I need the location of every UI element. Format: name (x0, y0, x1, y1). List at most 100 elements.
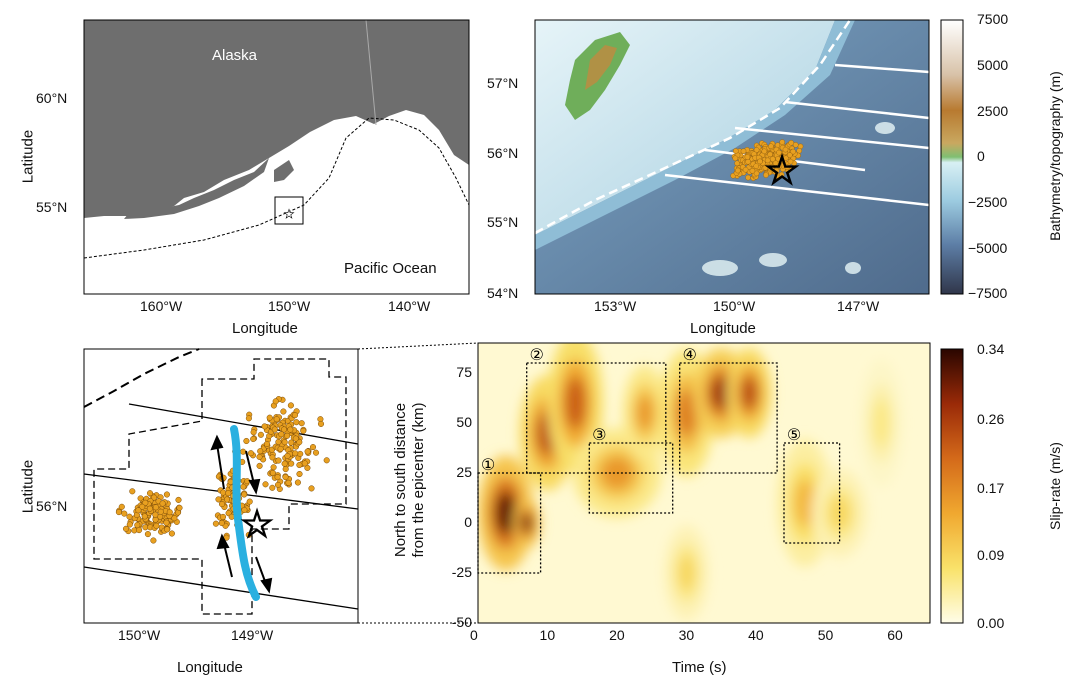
aftershock-dot (284, 452, 291, 459)
aftershock-dot (134, 522, 141, 529)
panel-a-frame (83, 19, 470, 295)
aftershock-dot (262, 481, 269, 488)
heatmap-ytick: 0 (464, 514, 472, 530)
stage-box (588, 442, 674, 514)
region-outlines (93, 358, 347, 615)
aftershock-dot (241, 506, 248, 514)
aftershock-dot (215, 496, 222, 503)
aftershock-dot (245, 415, 252, 422)
aftershock-dot (171, 515, 178, 522)
shelf-slope (535, 20, 855, 250)
aftershock-dot (291, 412, 299, 419)
aftershock-dot (285, 479, 292, 486)
aftershock-dot (269, 484, 276, 491)
aftershock-dot (257, 431, 264, 438)
stage-box (783, 442, 841, 544)
heatmap-xtick: 0 (470, 627, 478, 643)
aftershock-dot (734, 160, 740, 167)
aftershock-dot (742, 166, 749, 173)
aftershock-dot (312, 449, 320, 456)
stage-box-label: ③ (592, 427, 606, 444)
heatmap-ylabel-line2: from the epicenter (km) (410, 402, 427, 558)
aftershock-dot (753, 163, 759, 169)
aftershock-dot (163, 519, 170, 526)
aftershock-dot (782, 155, 789, 161)
slip-rate-heatmap: ① ② ③ ④ ⑤ (477, 342, 931, 624)
heatmap-xtick: 40 (748, 627, 764, 643)
aftershock-dot (284, 432, 291, 439)
aftershock-dot (121, 510, 128, 517)
heatmap-xtick: 60 (887, 627, 903, 643)
panel-b-frame (534, 19, 930, 295)
aftershock-dot (304, 464, 311, 471)
aftershock-dot (152, 511, 159, 518)
slip-rate-colorbar (940, 348, 964, 624)
aftershock-dot (282, 474, 289, 481)
aftershock-dot (776, 149, 782, 156)
slip-tick-026: 0.26 (977, 411, 1005, 427)
slip-tick-000: 0.00 (977, 615, 1005, 631)
panel-a-xlabel: Longitude (232, 320, 298, 337)
panel-c-xtick-150: 150°W (118, 627, 161, 643)
kodiak-island (274, 160, 294, 182)
aftershock-dot (757, 158, 763, 165)
aftershock-dot (761, 148, 768, 155)
aftershock-dot (266, 414, 273, 421)
slip-tick-034: 0.34 (977, 341, 1005, 357)
panel-b-ytick-56: 56°N (487, 145, 519, 161)
heatmap-ytick: -25 (451, 564, 472, 580)
aftershock-dot (212, 520, 219, 527)
aftershock-dot (768, 143, 774, 149)
heatmap-xtick: 30 (678, 627, 695, 643)
aftershock-dot (298, 420, 305, 427)
aftershock-dot (129, 488, 136, 495)
aftershock-dot (263, 440, 270, 448)
aftershock-dot (744, 154, 751, 160)
plate-boundary-line (83, 117, 470, 259)
aftershock-dot (772, 160, 779, 166)
aftershock-dot (786, 152, 793, 158)
aftershock-dot (732, 148, 739, 154)
slip-patch (565, 376, 586, 430)
slip-patch (521, 513, 532, 533)
aftershock-dot (144, 531, 151, 538)
aftershock-dot (139, 503, 146, 510)
slip-colorbar-label: Slip-rate (m/s) (1047, 442, 1063, 530)
aftershock-dot (272, 398, 279, 405)
bathy-tick-m5000: −5000 (968, 240, 1008, 256)
heatmap-ytick: 25 (456, 464, 472, 480)
panel-a-xtick-150: 150°W (268, 298, 311, 314)
aftershock-dot (292, 450, 299, 457)
aftershock-dot (157, 508, 164, 515)
panel-a-xtick-140: 140°W (388, 298, 431, 314)
aftershock-dot (223, 496, 231, 503)
panel-b-map: ☆ (534, 19, 930, 295)
panel-b-xlabel: Longitude (690, 320, 756, 337)
aftershock-dot (788, 140, 795, 146)
aftershock-dot (269, 454, 276, 461)
bathymetry-colorbar (940, 19, 964, 295)
aftershock-dot (273, 416, 280, 423)
aftershock-dot (152, 504, 159, 511)
slip-patch (740, 376, 758, 410)
slip-area (230, 425, 260, 601)
aftershock-dot (166, 509, 173, 516)
aftershock-dot (168, 530, 175, 537)
heatmap-xtick: 10 (539, 627, 556, 643)
bathy-tick-2500: 2500 (977, 103, 1009, 119)
aftershock-dot (301, 460, 308, 467)
aftershock-dot (135, 507, 142, 514)
aftershock-dot (296, 461, 303, 469)
aftershock-dot (300, 427, 307, 434)
aftershock-dot (740, 148, 747, 154)
panel-a-ytick-55: 55°N (36, 199, 68, 215)
stage-box (526, 362, 667, 474)
aftershock-dot (308, 485, 315, 492)
aftershock-dot (243, 437, 250, 445)
aftershock-dot (241, 491, 248, 498)
aftershock-dot (773, 168, 780, 174)
aftershock-dot (287, 402, 294, 409)
aftershock-dot (274, 474, 281, 481)
stage-box (679, 362, 778, 474)
